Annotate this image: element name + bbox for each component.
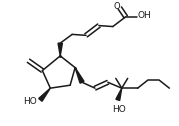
Text: O: O: [113, 2, 120, 11]
Polygon shape: [58, 43, 62, 56]
Polygon shape: [39, 88, 50, 101]
Polygon shape: [116, 88, 122, 101]
Polygon shape: [75, 68, 84, 83]
Text: HO: HO: [23, 97, 37, 106]
Text: OH: OH: [138, 11, 151, 20]
Text: HO: HO: [112, 105, 126, 114]
